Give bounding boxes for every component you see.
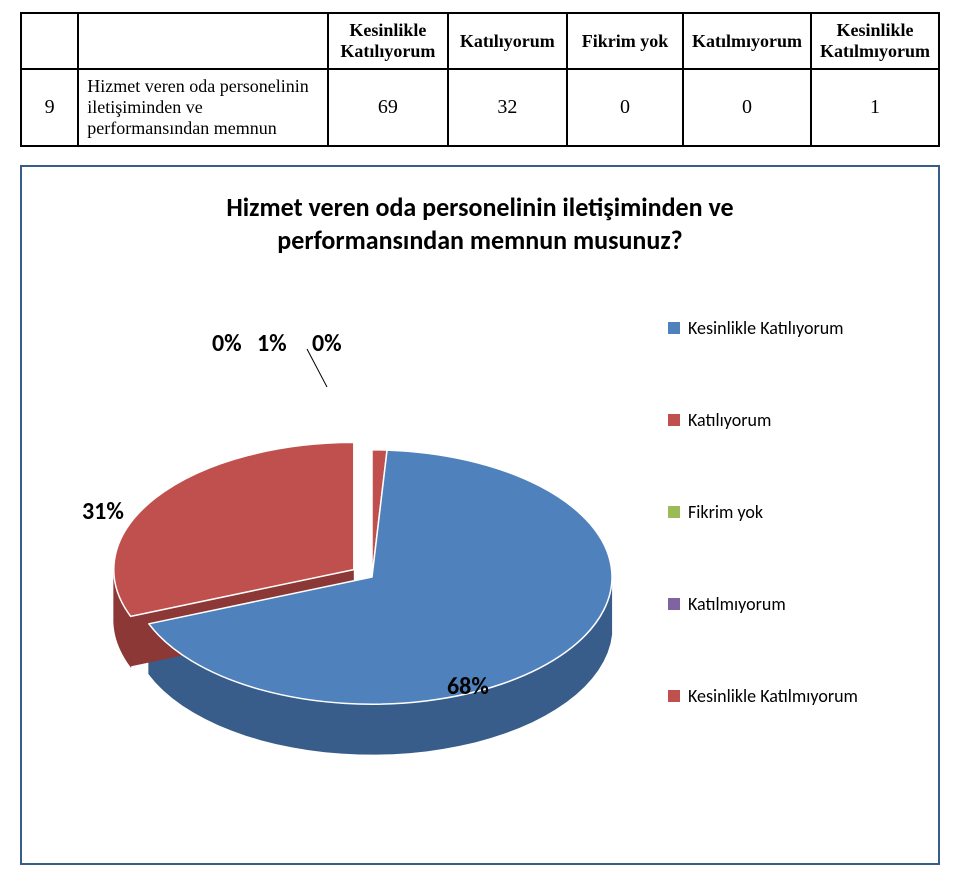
legend-label: Fikrim yok [688,501,763,523]
legend: Kesinlikle Katılıyorum Katılıyorum Fikri… [668,317,908,777]
legend-label: Katılmıyorum [688,593,786,615]
pct-label-katilmiyorum: 0% [312,329,342,358]
pct-label-fikrim-yok: 0% [212,329,242,358]
row-question: Hizmet veren oda personelinin iletişimin… [78,69,328,146]
legend-swatch [668,598,680,610]
legend-item-fikrim-yok: Fikrim yok [668,501,908,523]
chart-title-line2: performansından memnun musunuz? [277,224,682,256]
legend-swatch [668,322,680,334]
row-val-5: 1 [811,69,939,146]
pie-stage [72,327,642,827]
table-row: 9 Hizmet veren oda personelinin iletişim… [21,69,939,146]
row-val-4: 0 [683,69,811,146]
header-blank-1 [21,13,78,69]
header-col-3: Fikrim yok [567,13,683,69]
legend-item-katiliyorum: Katılıyorum [668,409,908,431]
pie-chart [72,327,642,827]
legend-swatch [668,414,680,426]
survey-table: Kesinlikle Katılıyorum Katılıyorum Fikri… [20,12,940,147]
header-col-2: Katılıyorum [448,13,567,69]
row-number: 9 [21,69,78,146]
header-col-5: Kesinlikle Katılmıyorum [811,13,939,69]
legend-label: Kesinlikle Katılmıyorum [688,685,858,707]
legend-label: Katılıyorum [688,409,771,431]
chart-title-line1: Hizmet veren oda personelinin iletişimin… [226,191,733,223]
legend-label: Kesinlikle Katılıyorum [688,317,844,339]
pct-label-katiliyorum: 31% [82,497,124,526]
row-val-3: 0 [567,69,683,146]
chart-title: Hizmet veren oda personelinin iletişimin… [22,191,938,256]
pct-label-kesinlikle-katilmiyorum: 1% [257,329,287,358]
pct-label-kesinlikle-katiliyorum: 68% [447,672,489,701]
header-blank-2 [78,13,328,69]
legend-item-kesinlikle-katilmiyorum: Kesinlikle Katılmıyorum [668,685,908,707]
legend-item-kesinlikle-katiliyorum: Kesinlikle Katılıyorum [668,317,908,339]
table-header-row: Kesinlikle Katılıyorum Katılıyorum Fikri… [21,13,939,69]
row-val-1: 69 [328,69,447,146]
header-col-1: Kesinlikle Katılıyorum [328,13,447,69]
legend-swatch [668,690,680,702]
legend-swatch [668,506,680,518]
legend-item-katilmiyorum: Katılmıyorum [668,593,908,615]
header-col-4: Katılmıyorum [683,13,811,69]
row-val-2: 32 [448,69,567,146]
chart-panel: Hizmet veren oda personelinin iletişimin… [20,165,940,865]
